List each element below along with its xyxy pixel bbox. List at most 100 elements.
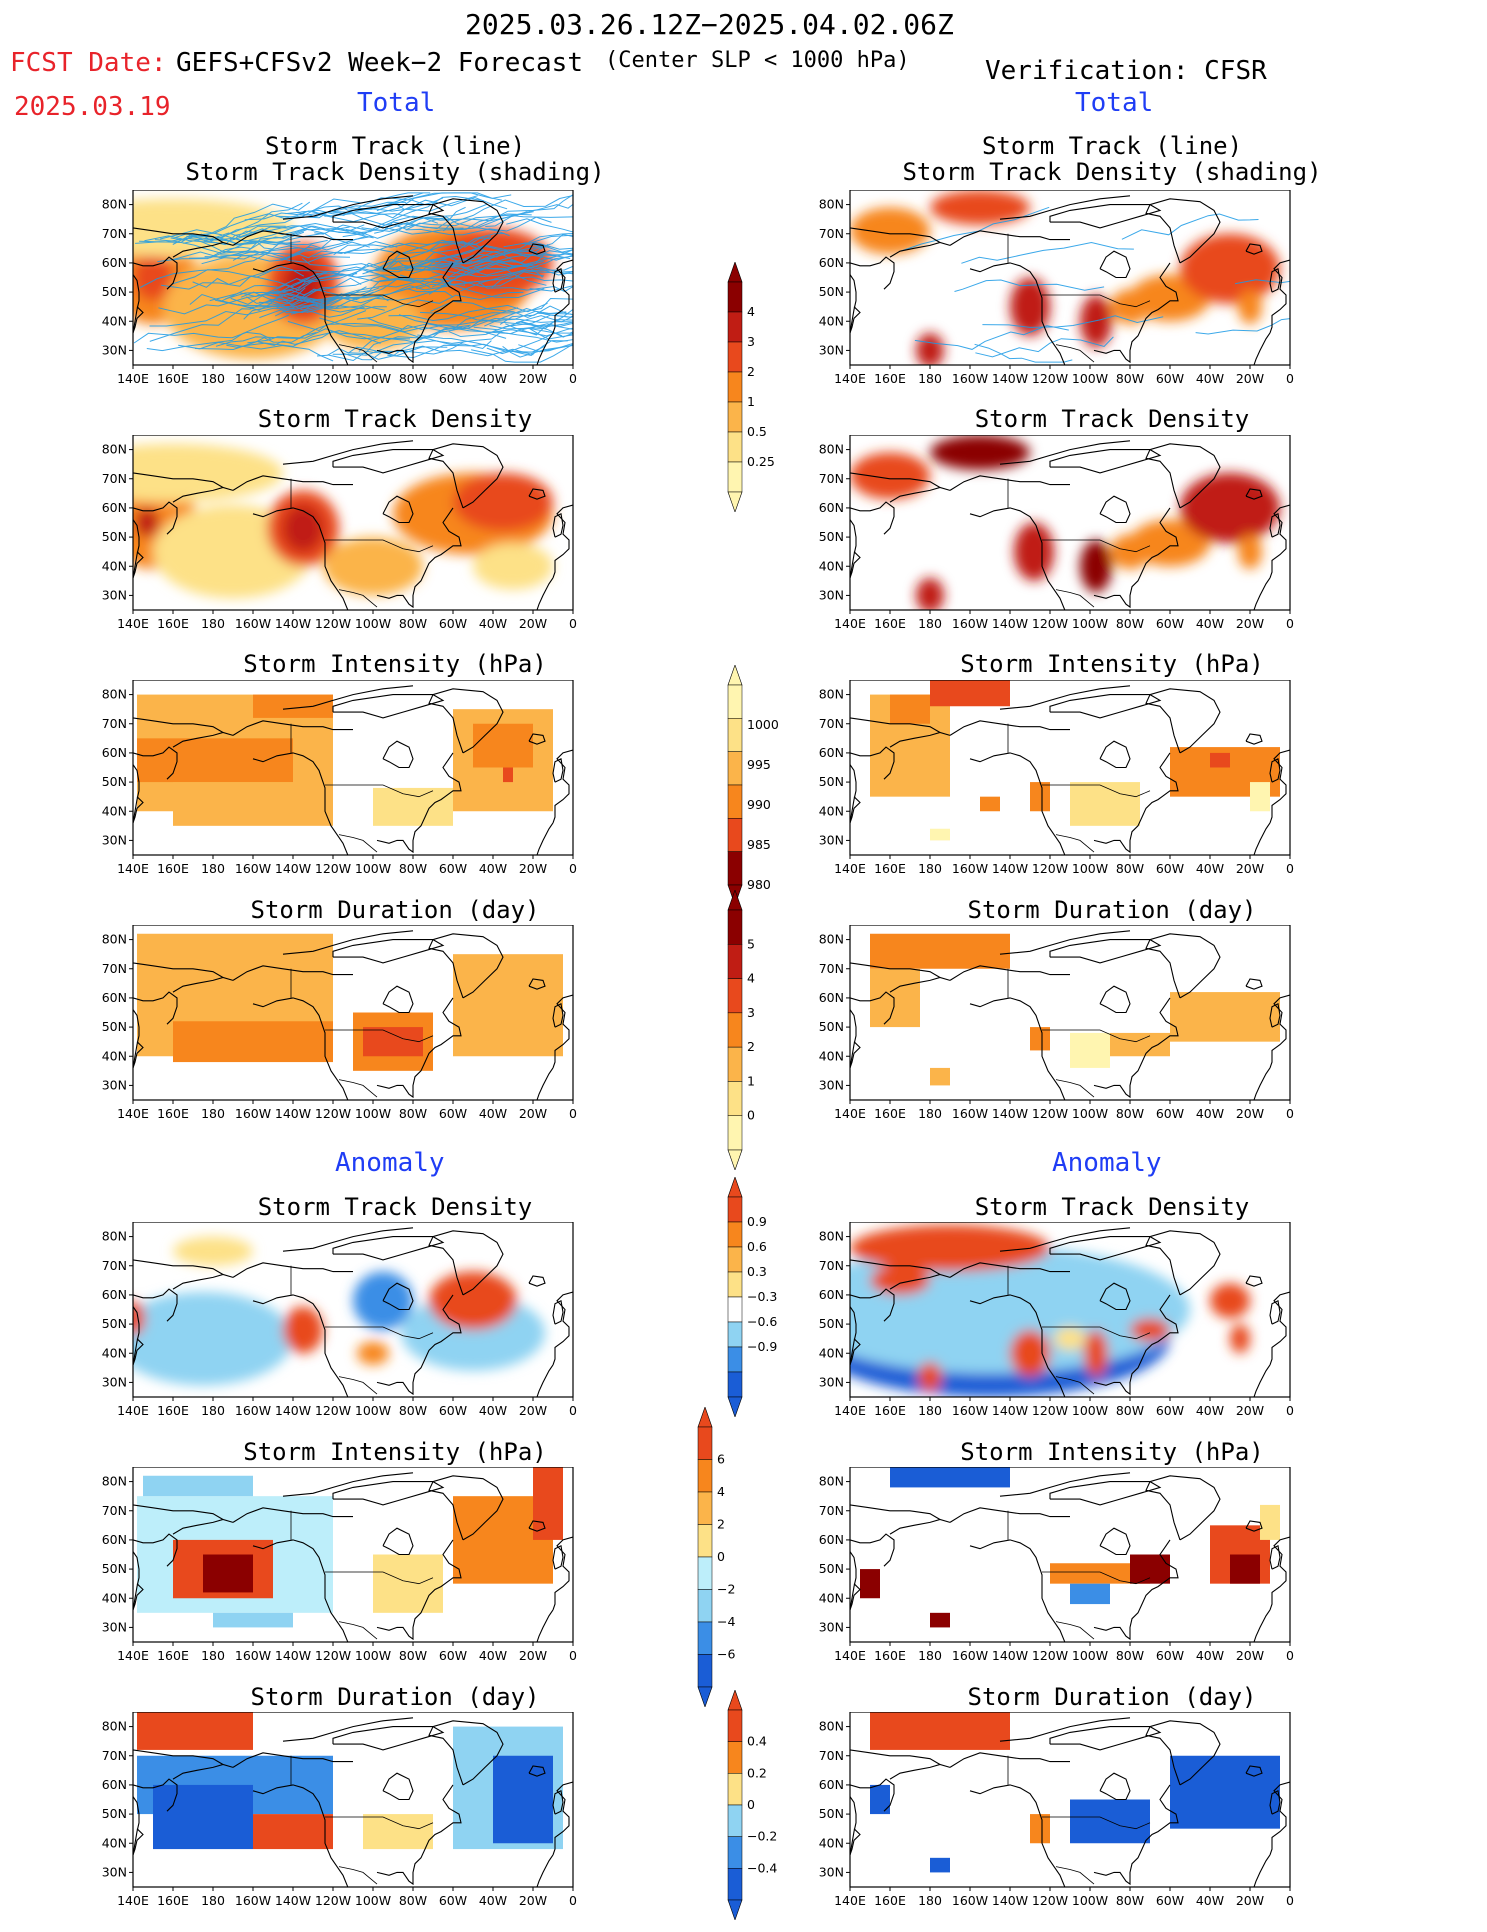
coastline <box>552 267 564 293</box>
lon-tick-label: 60W <box>1156 1648 1184 1663</box>
storm-track-line <box>506 218 573 233</box>
coastline <box>133 519 140 578</box>
storm-track-line <box>484 307 573 327</box>
coastline <box>850 991 895 1025</box>
storm-track-line <box>204 226 350 242</box>
colorbar-swatch <box>727 281 743 313</box>
storm-track-line <box>257 330 385 346</box>
coastline <box>428 688 504 754</box>
lat-tick-label: 70N <box>102 716 127 731</box>
lat-tick-label: 40N <box>819 1345 844 1360</box>
storm-track-line <box>982 315 1164 328</box>
lon-tick-label: 40W <box>1196 371 1224 386</box>
lon-tick-label: 140W <box>275 1893 311 1908</box>
storm-track-line <box>460 255 573 292</box>
storm-track-line <box>301 197 426 216</box>
storm-track-line <box>274 285 449 317</box>
lon-tick-label: 100W <box>355 1106 391 1121</box>
storm-track-line <box>385 329 504 344</box>
lon-tick-label: 160E <box>874 1648 906 1663</box>
country-border <box>1055 834 1095 853</box>
shade-cell <box>373 787 453 826</box>
panel-density-right: 140E 160E 180 160W 140W 120W 100W 80W 60W 40W 20W 0… <box>800 435 1340 655</box>
title-duration-right: Storm Duration (day) <box>967 896 1257 924</box>
coastline <box>552 1781 573 1856</box>
panel-density-left-svg: 140E 160E 180 160W 140W 120W 100W 80W 60W 40W 20W 0… <box>102 435 577 631</box>
coastline <box>1253 822 1271 855</box>
lon-tick-label: 160W <box>952 1403 988 1418</box>
coastline <box>133 746 178 780</box>
coastline <box>1245 1520 1263 1532</box>
coastline <box>552 1291 573 1366</box>
coastline <box>133 1288 178 1322</box>
lon-tick-label: 160E <box>157 1106 189 1121</box>
colorbar-label: 0.9 <box>747 1214 767 1229</box>
coastline <box>969 1539 1066 1642</box>
coastline <box>969 262 1066 365</box>
lat-tick-label: 60N <box>102 1777 127 1792</box>
coastline <box>850 1338 861 1366</box>
lat-tick-label: 40N <box>102 1835 127 1850</box>
panel-intensity-left: 140E 160E 180 160W 140W 120W 100W 80W 60W 40W 20W 0… <box>83 680 623 900</box>
panel-track-right-svg: 140E 160E 180 160W 140W 120W 100W 80W 60W 40W 20W 0… <box>819 190 1294 386</box>
lat-tick-label: 80N <box>102 932 127 947</box>
lat-tick-label: 40N <box>102 1048 127 1063</box>
lon-tick-label: 120W <box>1032 1893 1068 1908</box>
colorbar-label: 3 <box>747 1005 755 1020</box>
country-border <box>1055 1621 1095 1640</box>
storm-track-line <box>523 242 573 250</box>
lon-tick-label: 60W <box>439 1648 467 1663</box>
country-border <box>325 294 434 308</box>
storm-track-line <box>529 285 573 292</box>
storm-track-line <box>400 278 545 299</box>
coastline <box>282 440 414 465</box>
storm-track-line <box>447 276 573 286</box>
coastline <box>850 1041 861 1069</box>
colorbar-label: 3 <box>747 334 755 349</box>
lat-tick-label: 80N <box>819 1719 844 1734</box>
lat-tick-label: 30N <box>819 832 844 847</box>
lat-tick-label: 80N <box>102 687 127 702</box>
lon-tick-label: 160E <box>157 861 189 876</box>
shade-cell <box>1260 1504 1280 1540</box>
forecast-title: GEFS+CFSv2 Week−2 Forecast <box>176 48 583 78</box>
shade-cell <box>930 1612 950 1628</box>
lon-tick-label: 160W <box>235 1893 271 1908</box>
panel-track-left-svg: 140E 160E 180 160W 140W 120W 100W 80W 60W 40W 20W 0… <box>102 190 577 386</box>
country-border <box>1042 1571 1151 1585</box>
colorbar-anom-duration: 0.4 0.2 0 −0.2 −0.4 <box>720 1689 800 1924</box>
coastline <box>252 1294 349 1397</box>
storm-track-line <box>417 334 568 357</box>
panel-anom-intensity-left-svg: 140E 160E 180 160W 140W 120W 100W 80W 60W 40W 20W 0… <box>102 1467 577 1663</box>
shade-cell <box>137 738 293 783</box>
storm-track-line <box>371 233 505 272</box>
lon-tick-label: 140E <box>834 616 866 631</box>
lon-tick-label: 40W <box>479 1403 507 1418</box>
colorbar-anom-intensity: 6 4 2 0 −2 −4 −6 <box>690 1406 770 1711</box>
colorbar-total-density: 4 3 2 1 0.5 0.25 <box>720 261 800 516</box>
country-border <box>1055 589 1095 608</box>
coastline <box>1093 262 1179 364</box>
shade-cell <box>173 1021 333 1063</box>
lon-tick-label: 0 <box>1286 1893 1294 1908</box>
coastline <box>850 796 861 824</box>
coastline <box>949 1752 1070 1768</box>
colorbar-swatch <box>727 311 743 343</box>
storm-track-line <box>299 262 443 282</box>
coastline <box>133 472 224 488</box>
lat-tick-label: 70N <box>102 1748 127 1763</box>
coastline <box>1269 749 1290 824</box>
lon-tick-label: 160E <box>157 1403 189 1418</box>
lat-tick-label: 50N <box>102 774 127 789</box>
coastline <box>889 1273 951 1290</box>
coastline <box>282 930 414 955</box>
shade-cell <box>1030 1027 1050 1051</box>
coastline <box>552 757 564 783</box>
storm-track-line <box>382 248 519 271</box>
coastline <box>1245 733 1263 745</box>
storm-track-line <box>443 194 573 232</box>
coastline <box>133 1551 140 1610</box>
lon-tick-label: 80W <box>1116 1648 1144 1663</box>
coastline <box>536 1609 554 1642</box>
lon-tick-label: 0 <box>569 1648 577 1663</box>
